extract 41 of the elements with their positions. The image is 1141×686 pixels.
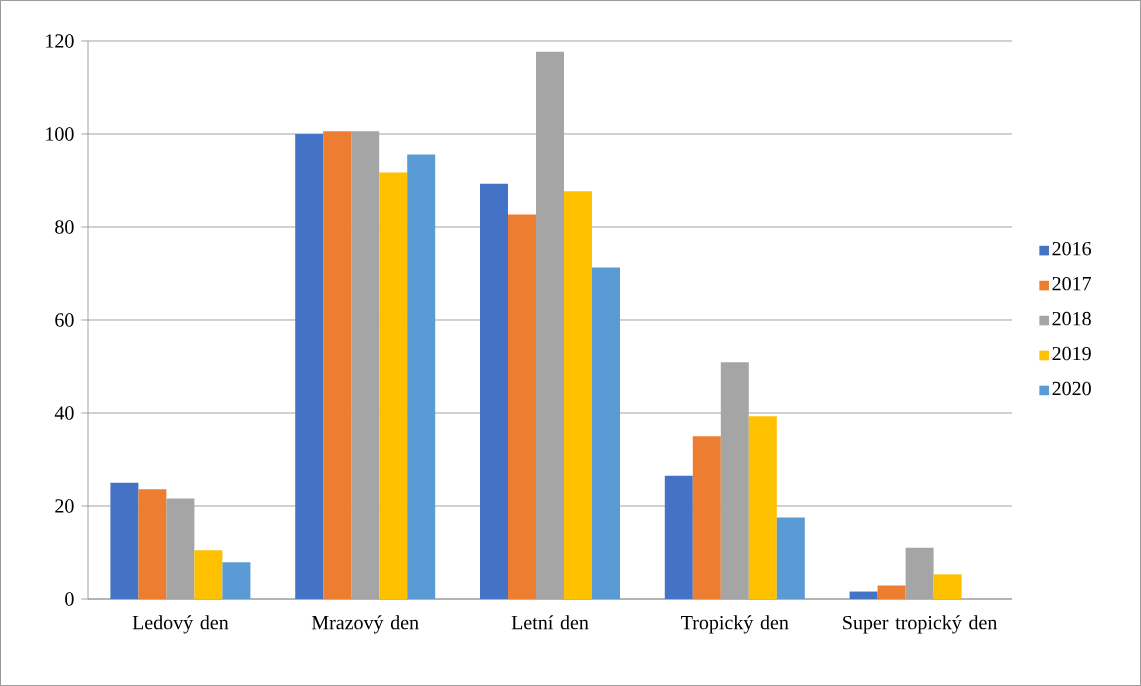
legend-label: 2016 bbox=[1052, 241, 1092, 256]
bar bbox=[379, 172, 408, 599]
x-tick-label: Ledový den bbox=[132, 615, 229, 634]
bar bbox=[933, 574, 962, 599]
x-tick-label: Mrazový den bbox=[311, 615, 419, 634]
bar bbox=[692, 436, 721, 599]
bar bbox=[110, 482, 139, 599]
x-tick-label: Tropický den bbox=[681, 615, 789, 634]
bar bbox=[748, 416, 777, 599]
bar bbox=[564, 191, 593, 599]
bar bbox=[480, 183, 508, 599]
x-tick-label: Letní den bbox=[511, 615, 589, 630]
x-tick-label: Super tropický den bbox=[843, 615, 998, 634]
legend-label: 2020 bbox=[1052, 381, 1091, 396]
y-tick-label: 20 bbox=[55, 499, 74, 513]
bar bbox=[323, 131, 352, 599]
bar bbox=[849, 591, 878, 599]
y-tick-label: 120 bbox=[46, 34, 74, 48]
y-tick-label: 80 bbox=[55, 220, 74, 234]
y-tick-label: 0 bbox=[65, 592, 74, 606]
y-tick-label: 100 bbox=[46, 127, 74, 141]
y-tick-label: 60 bbox=[55, 313, 74, 327]
bar bbox=[407, 154, 436, 599]
bar bbox=[508, 214, 536, 599]
bar bbox=[536, 51, 564, 599]
bar bbox=[138, 489, 167, 599]
bar bbox=[351, 131, 380, 599]
bar bbox=[720, 362, 749, 599]
bar bbox=[905, 547, 934, 599]
bar bbox=[295, 133, 324, 599]
legend-label: 2017 bbox=[1052, 276, 1092, 291]
bar bbox=[194, 550, 223, 599]
legend-label: 2018 bbox=[1052, 311, 1091, 326]
bar bbox=[664, 475, 693, 599]
bar bbox=[592, 267, 621, 599]
y-tick-label: 40 bbox=[54, 406, 74, 420]
bar bbox=[776, 517, 805, 599]
legend-label: 2019 bbox=[1052, 346, 1091, 361]
bar bbox=[166, 498, 195, 599]
bar bbox=[222, 562, 251, 599]
bar bbox=[877, 585, 906, 599]
